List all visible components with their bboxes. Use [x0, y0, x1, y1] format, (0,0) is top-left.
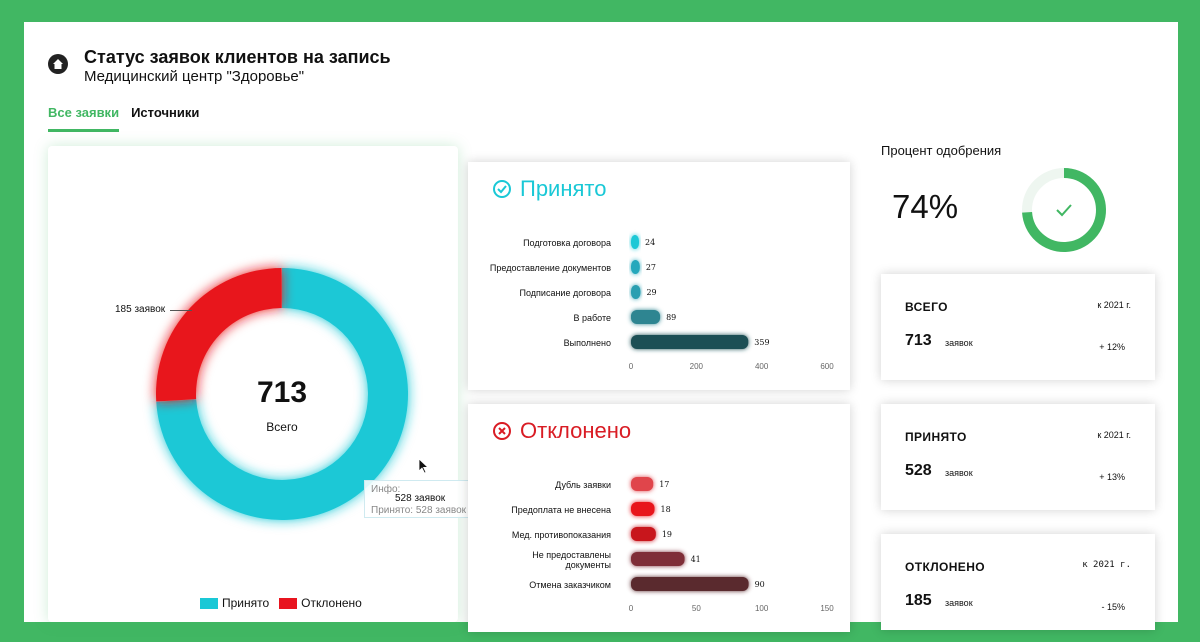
page-title: Статус заявок клиентов на запись — [84, 47, 391, 67]
x-tick-label: 0 — [629, 362, 634, 371]
bar-value-label: 27 — [646, 263, 656, 272]
stat-title: ОТКЛОНЕНО — [905, 560, 986, 574]
bar[interactable] — [631, 552, 685, 566]
tooltip-line-2: Принято: 528 заявок — [371, 505, 467, 516]
accepted-bar-chart: Подготовка договора 24 Предоставление доку… — [490, 235, 834, 371]
rejected-title-text: Отклонено — [520, 418, 632, 443]
donut-slice-accepted[interactable] — [156, 268, 408, 520]
accepted-title: Принято — [492, 176, 606, 202]
check-circle-icon — [493, 180, 511, 198]
bar-value-label: 19 — [662, 530, 672, 539]
bar-category-label: Отмена заказчиком — [529, 580, 611, 590]
tab-sources[interactable]: Источники — [131, 105, 200, 120]
stat-year: к 2021 г. — [1082, 560, 1131, 570]
stat-year: к 2021 г. — [1097, 430, 1131, 440]
bar-category-label: Подготовка договора — [523, 238, 611, 248]
accepted-title-text: Принято — [520, 176, 607, 201]
x-circle-icon — [493, 422, 511, 440]
stat-change: + 12% — [1099, 342, 1125, 352]
x-tick-label: 100 — [755, 604, 769, 613]
stat-change: + 13% — [1099, 472, 1125, 482]
x-tick-label: 600 — [820, 362, 834, 371]
mouse-cursor-icon — [418, 458, 430, 474]
x-tick-label: 400 — [755, 362, 769, 371]
donut-card: 713 Всего 185 заявок Инфо: Принято: 528 … — [48, 146, 476, 622]
donut-total-value: 713 — [256, 376, 308, 409]
approval-gauge — [1022, 168, 1106, 252]
x-tick-label: 50 — [692, 604, 701, 613]
header: Статус заявок клиентов на запись Медицин… — [48, 46, 391, 86]
stat-title: ВСЕГО — [905, 300, 948, 314]
donut-slice-rejected[interactable] — [156, 268, 282, 402]
page-subtitle: Медицинский центр "Здоровье" — [84, 68, 305, 85]
home-icon[interactable] — [48, 54, 68, 74]
bar-category-label: Предоставление документов — [490, 263, 611, 273]
stat-card-total: ВСЕГО к 2021 г. 713 заявок + 12% — [881, 274, 1155, 380]
rejected-bar-chart: Дубль заявки 17 Предоплата не внесена 18 Мед… — [511, 477, 834, 613]
bar-category-label: Не предоставлены документы — [532, 550, 611, 570]
approval-value: 74% — [892, 188, 959, 225]
tooltip-line-1: Инфо: — [371, 484, 401, 495]
tab-bar: Все заявки Источники — [48, 105, 211, 132]
stat-unit: заявок — [945, 338, 973, 348]
legend-item-accepted[interactable]: Принято — [200, 596, 269, 610]
donut-legend: Принято Отклонено — [200, 596, 372, 610]
bar-value-label: 24 — [645, 238, 655, 247]
bar[interactable] — [631, 235, 639, 249]
legend-label-rejected: Отклонено — [301, 596, 362, 610]
accepted-chart-card: Подготовка договора 24 Предоставление доку… — [468, 162, 850, 390]
bar-category-label: В работе — [573, 313, 611, 323]
bar[interactable] — [631, 285, 641, 299]
bar-category-label: Предоплата не внесена — [511, 505, 611, 515]
bar[interactable] — [631, 502, 655, 516]
gauge-check-icon — [1056, 204, 1072, 217]
bar[interactable] — [631, 527, 656, 541]
donut-total-label: Всего — [266, 420, 298, 434]
bar-value-label: 89 — [666, 313, 676, 322]
x-tick-label: 200 — [690, 362, 704, 371]
bar-value-label: 18 — [661, 505, 671, 514]
stat-card-rejected: ОТКЛОНЕНО к 2021 г. 185 заявок - 15% — [881, 534, 1155, 630]
stat-unit: заявок — [945, 468, 973, 478]
dashboard-page: Статус заявок клиентов на запись Медицин… — [24, 22, 1178, 632]
stat-year: к 2021 г. — [1097, 300, 1131, 310]
bar[interactable] — [631, 310, 661, 324]
stat-number: 528 — [905, 462, 932, 479]
stat-number: 185 — [905, 592, 932, 609]
bar[interactable] — [631, 335, 749, 349]
bar-value-label: 41 — [691, 555, 701, 564]
bar-category-label: Выполнено — [564, 338, 611, 348]
tooltip-overlay-value: 528 заявок — [395, 493, 446, 504]
approval-label: Процент одобрения — [881, 143, 1002, 158]
bar[interactable] — [631, 577, 749, 591]
bar-value-label: 90 — [755, 580, 765, 589]
gauge-arc — [1022, 168, 1106, 252]
legend-item-rejected[interactable]: Отклонено — [279, 596, 362, 610]
legend-swatch-rejected — [279, 597, 298, 609]
tab-all-requests[interactable]: Все заявки — [48, 105, 120, 132]
bar-value-label: 29 — [646, 288, 656, 297]
x-tick-label: 150 — [820, 604, 834, 613]
bar-value-label: 17 — [659, 480, 669, 489]
legend-label-accepted: Принято — [222, 596, 270, 610]
stat-card-accepted: ПРИНЯТО к 2021 г. 528 заявок + 13% — [881, 404, 1155, 510]
legend-swatch-accepted — [200, 597, 218, 609]
stat-number: 713 — [905, 332, 932, 349]
x-tick-label: 0 — [629, 604, 634, 613]
stat-title: ПРИНЯТО — [905, 430, 967, 444]
bar-value-label: 359 — [754, 338, 769, 347]
bar[interactable] — [631, 477, 654, 491]
stat-change: - 15% — [1101, 602, 1125, 612]
rejected-chart-card: Дубль заявки 17 Предоплата не внесена 18 Мед… — [468, 404, 850, 632]
bar[interactable] — [631, 260, 640, 274]
bar-category-label: Подписание договора — [520, 288, 611, 298]
donut-callout-line — [170, 310, 192, 311]
bar-category-label: Дубль заявки — [555, 480, 611, 490]
stat-unit: заявок — [945, 598, 973, 608]
donut-chart — [156, 268, 408, 520]
bar-category-label: Мед. противопоказания — [512, 530, 611, 540]
donut-tooltip: Инфо: Принято: 528 заявок 528 заявок — [364, 480, 476, 518]
rejected-title: Отклонено — [492, 418, 631, 444]
donut-callout-label: 185 заявок — [115, 304, 166, 315]
